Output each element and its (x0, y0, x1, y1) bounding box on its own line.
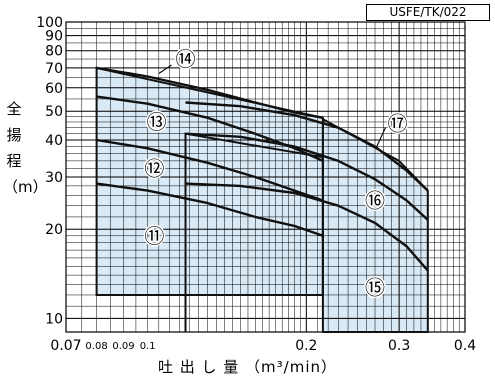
curve-label-6: ⑮ (365, 276, 385, 300)
grid (65, 21, 466, 333)
curve-label-2: ⑰ (388, 111, 408, 135)
y-tick-label-0: 10 (45, 311, 63, 327)
pointer-17 (376, 127, 387, 147)
curve-label-3: ⑫ (144, 157, 164, 181)
x-tick-label-3: 0.4 (454, 338, 476, 354)
curve-6 (185, 182, 429, 272)
curve-label-5: ⑪ (144, 224, 164, 248)
curve-2 (96, 138, 324, 202)
y-tick-label-2: 30 (45, 170, 63, 186)
x-minor-tick-label-1: 0.09 (112, 341, 134, 352)
y-tick-label-1: 20 (45, 222, 63, 238)
curve-label-4: ⑯ (365, 188, 385, 212)
curve-1 (96, 95, 324, 162)
curve-4 (185, 101, 429, 192)
y-tick-label-7: 80 (45, 44, 63, 60)
x-axis-label: 吐 出 し 量 （m³/min） (157, 358, 338, 376)
curve-0 (96, 66, 324, 119)
x-tick-label-0: 0.07 (50, 338, 81, 354)
curve-labels: ⑭ ⑬ ⑰ ⑫ ⑯ ⑪ ⑮ (143, 46, 409, 302)
plot-frame (65, 21, 466, 333)
x-tick-label-2: 0.3 (388, 338, 410, 354)
y-tick-label-3: 40 (45, 133, 63, 149)
x-minor-tick-label-2: 0.1 (140, 341, 156, 352)
curve-5 (185, 132, 429, 221)
y-tick-label-4: 50 (45, 104, 63, 120)
performance-curves (95, 64, 429, 333)
y-tick-label-8: 90 (45, 29, 63, 45)
x-tick-label-1: 0.2 (295, 338, 317, 354)
y-tick-label-6: 70 (45, 61, 63, 77)
y-tick-label-9: 100 (36, 15, 63, 31)
curve-label-1: ⑬ (147, 110, 167, 134)
pointer-14 (158, 64, 172, 75)
y-axis-label: 全揚程（m） (3, 100, 48, 196)
region-fill-2 (322, 119, 428, 332)
y-tick-label-5: 60 (45, 81, 63, 97)
model-code-box: USFE/TK/022 (366, 4, 490, 21)
x-minor-tick-label-0: 0.08 (85, 341, 107, 352)
curve-3 (96, 182, 324, 237)
curve-label-0: ⑭ (176, 47, 196, 71)
